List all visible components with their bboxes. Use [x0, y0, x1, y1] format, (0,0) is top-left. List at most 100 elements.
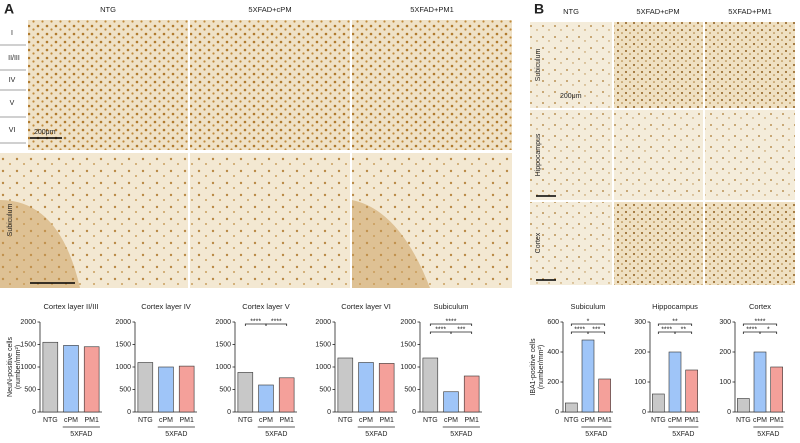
y-tick-label: 1000: [315, 364, 331, 371]
x-tick-label: PM1: [769, 417, 784, 424]
y-tick-label: 200: [719, 349, 731, 356]
x-tick-label: NTG: [564, 417, 579, 424]
y-tick-label: 0: [412, 409, 416, 416]
y-tick-label: 1500: [215, 341, 231, 348]
y-axis-label: (number/mm²): [15, 345, 22, 389]
bar: [63, 345, 79, 413]
y-tick-label: 100: [719, 379, 731, 386]
group-label: 5XFAD: [450, 431, 472, 438]
x-tick-label: NTG: [423, 417, 438, 424]
scale-bar-label: 200μm: [560, 93, 582, 100]
x-tick-label: NTG: [651, 417, 666, 424]
column-header: 5XFAD+cPM: [248, 5, 291, 14]
x-tick-label: PM1: [684, 417, 699, 424]
group-label: 5XFAD: [365, 431, 387, 438]
bar: [668, 351, 682, 413]
chart-title: Cortex layer V: [242, 302, 290, 311]
y-tick-label: 2000: [20, 319, 36, 326]
x-tick-label: cPM: [581, 417, 595, 424]
column-header: 5XFAD+cPM: [636, 7, 679, 16]
bar: [581, 339, 595, 413]
bar: [443, 391, 459, 413]
significance-bracket: [674, 331, 693, 334]
y-tick-label: 2000: [115, 319, 131, 326]
significance-bracket: [657, 323, 693, 326]
y-tick-label: 500: [404, 386, 416, 393]
bar: [422, 357, 439, 413]
y-tick-label: 1000: [215, 364, 231, 371]
group-label: 5XFAD: [165, 431, 187, 438]
significance-label: *: [767, 326, 770, 333]
significance-label: ****: [435, 326, 446, 333]
y-tick-label: 300: [634, 319, 646, 326]
y-tick-label: 2000: [400, 319, 416, 326]
significance-label: ****: [574, 326, 585, 333]
y-axis-label: NeuN-positive cells: [7, 337, 14, 397]
y-axis-label: (number/mm²): [538, 345, 545, 389]
y-tick-label: 300: [719, 319, 731, 326]
y-tick-label: 1500: [315, 341, 331, 348]
significance-label: **: [672, 318, 678, 325]
y-tick-label: 500: [319, 386, 331, 393]
bar: [358, 362, 374, 413]
chart-title: Subiculum: [570, 302, 605, 311]
x-tick-label: NTG: [43, 417, 58, 424]
y-tick-label: 0: [227, 409, 231, 416]
layer-label: II/III: [8, 55, 20, 62]
x-tick-label: cPM: [64, 417, 78, 424]
y-tick-label: 200: [547, 379, 559, 386]
x-tick-label: PM1: [279, 417, 294, 424]
column-header: 5XFAD+PM1: [410, 5, 454, 14]
chart-title: Cortex layer VI: [341, 302, 391, 311]
y-tick-label: 1000: [400, 364, 416, 371]
y-tick-label: 0: [32, 409, 36, 416]
bar: [598, 378, 611, 413]
x-tick-label: cPM: [753, 417, 767, 424]
y-tick-label: 1500: [400, 341, 416, 348]
bar: [258, 384, 274, 413]
x-tick-label: NTG: [138, 417, 153, 424]
chart-title: Cortex layer IV: [141, 302, 191, 311]
x-tick-label: NTG: [338, 417, 353, 424]
column-header: NTG: [100, 5, 116, 14]
significance-bracket: [570, 323, 606, 326]
x-tick-label: PM1: [379, 417, 394, 424]
significance-label: ****: [446, 318, 457, 325]
significance-bracket: [429, 323, 473, 326]
micrographs-b: [530, 22, 795, 285]
row-label: Subiculum: [535, 48, 542, 81]
y-tick-label: 600: [547, 319, 559, 326]
x-tick-label: NTG: [238, 417, 253, 424]
layer-label: IV: [9, 77, 16, 84]
x-tick-label: PM1: [179, 417, 194, 424]
significance-bracket: [587, 331, 606, 334]
x-tick-label: cPM: [359, 417, 373, 424]
layer-label: V: [10, 100, 15, 107]
y-tick-label: 500: [219, 386, 231, 393]
x-tick-label: cPM: [259, 417, 273, 424]
bar: [463, 375, 480, 413]
bar: [378, 363, 395, 413]
layer-label: VI: [9, 127, 16, 134]
scale-bar-label: 200μm: [34, 129, 56, 136]
y-tick-label: 500: [119, 386, 131, 393]
y-tick-label: 0: [327, 409, 331, 416]
chart-title: Cortex layer II/III: [43, 302, 98, 311]
y-tick-label: 500: [24, 386, 36, 393]
bar: [770, 366, 783, 413]
y-tick-label: 1500: [115, 341, 131, 348]
y-tick-label: 1000: [115, 364, 131, 371]
y-tick-label: 0: [642, 409, 646, 416]
y-tick-label: 0: [127, 409, 131, 416]
row-label: Cortex: [535, 232, 542, 253]
significance-label: ***: [592, 326, 600, 333]
x-tick-label: PM1: [84, 417, 99, 424]
x-tick-label: NTG: [736, 417, 751, 424]
significance-label: ****: [271, 318, 282, 325]
significance-label: ****: [661, 326, 672, 333]
layer-label: I: [11, 30, 13, 37]
significance-bracket: [742, 323, 778, 326]
column-header: 5XFAD+PM1: [728, 7, 772, 16]
group-label: 5XFAD: [265, 431, 287, 438]
